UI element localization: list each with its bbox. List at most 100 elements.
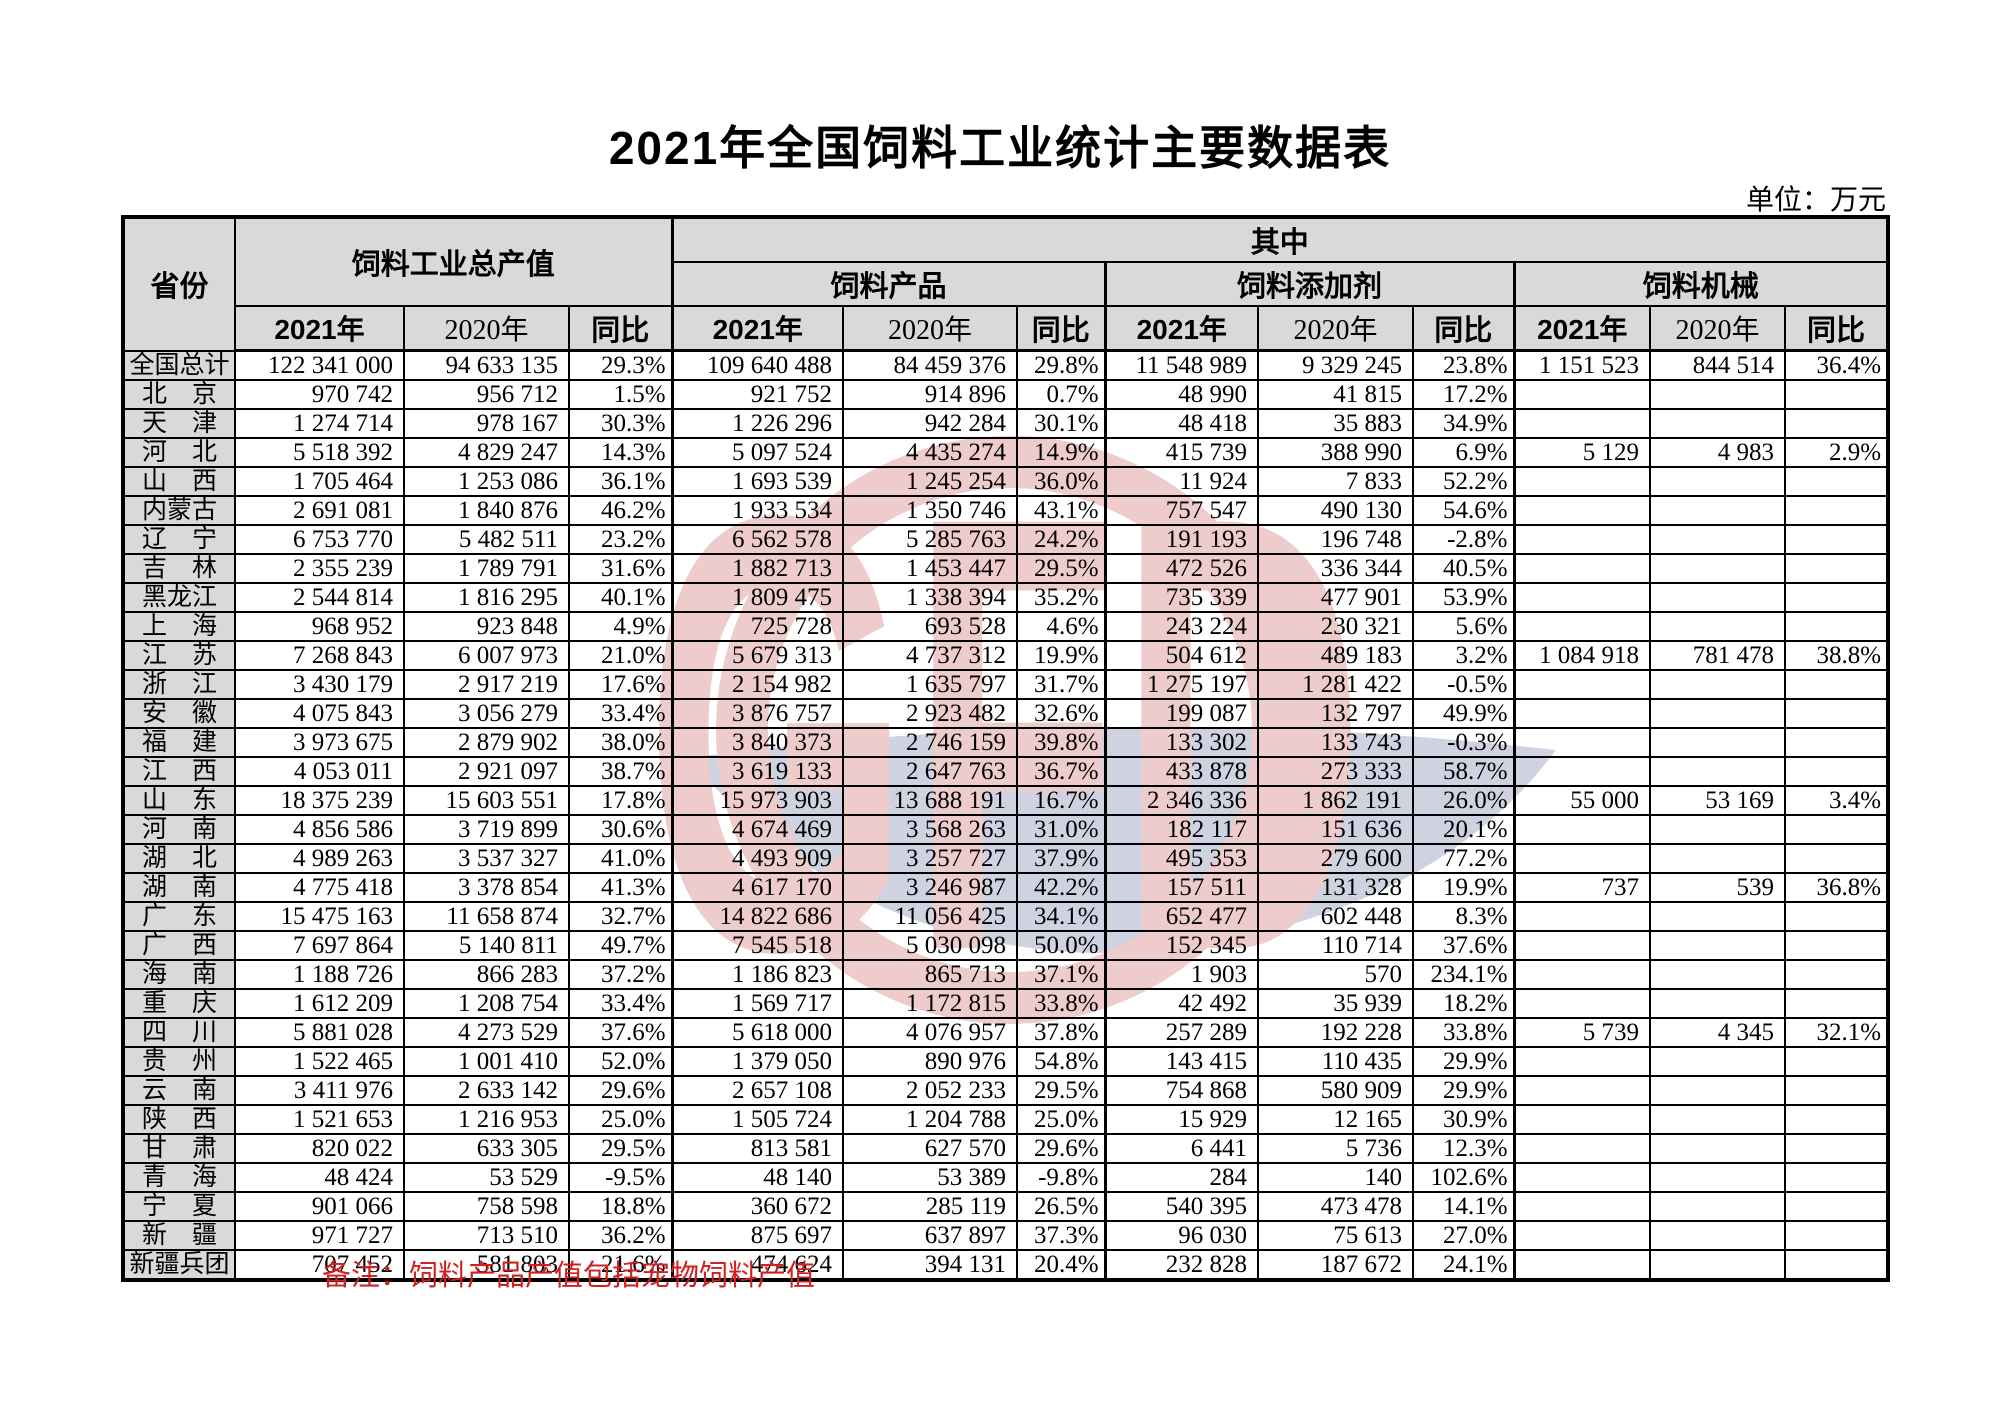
value-cell: 257 289 <box>1103 1017 1260 1048</box>
yoy-cell: 35.2% <box>1016 582 1107 613</box>
value-cell <box>1649 930 1787 961</box>
value-cell <box>1512 698 1652 729</box>
yoy-cell <box>1784 379 1890 410</box>
yoy-cell: 2.9% <box>1784 437 1890 468</box>
yoy-cell: -2.8% <box>1412 524 1516 555</box>
yoy-cell: 21.6% <box>567 1249 674 1281</box>
yoy-cell: 18.8% <box>567 1191 674 1222</box>
yoy-cell: 14.1% <box>1412 1191 1516 1222</box>
value-cell: 230 321 <box>1257 611 1415 642</box>
table-row: 青 海 48 424 53 529 -9.5% 48 140 53 389 -9.8% 284… <box>122 1162 1890 1193</box>
yoy-cell: 21.0% <box>567 640 674 671</box>
yoy-cell: 40.1% <box>567 582 674 613</box>
value-cell: 1 789 791 <box>403 553 570 584</box>
value-cell: 3 056 279 <box>403 698 570 729</box>
yoy-cell: 32.7% <box>567 901 674 932</box>
yoy-cell: 37.8% <box>1016 1017 1107 1048</box>
value-cell: 5 881 028 <box>234 1017 405 1048</box>
yoy-cell: 17.6% <box>567 669 674 700</box>
value-cell: 41 815 <box>1257 379 1415 410</box>
yoy-cell <box>1784 495 1890 526</box>
value-cell <box>1512 1046 1652 1077</box>
value-cell: 132 797 <box>1257 698 1415 729</box>
value-cell: 968 952 <box>234 611 405 642</box>
yoy-cell: 34.9% <box>1412 408 1516 439</box>
yoy-cell <box>1784 901 1890 932</box>
value-cell: 133 743 <box>1257 727 1415 758</box>
province-cell: 新 疆 <box>122 1220 236 1251</box>
value-cell: 725 728 <box>670 611 845 642</box>
yoy-cell: 36.0% <box>1016 466 1107 497</box>
value-cell: 48 424 <box>234 1162 405 1193</box>
header-year-2021: 2021年 <box>1103 305 1260 352</box>
province-cell: 吉 林 <box>122 553 236 584</box>
header-row-years: 2021年 2020年 同比 2021年 2020年 同比 2021年 2020… <box>123 305 1890 352</box>
value-cell <box>1512 466 1652 497</box>
value-cell: 12 165 <box>1257 1104 1415 1135</box>
province-cell: 重 庆 <box>122 988 236 1019</box>
value-cell: 48 990 <box>1103 379 1260 410</box>
value-cell: 3 719 899 <box>403 814 570 845</box>
yoy-cell: -9.8% <box>1016 1162 1107 1193</box>
value-cell <box>1512 1191 1652 1222</box>
yoy-cell: 29.5% <box>1016 553 1107 584</box>
value-cell: 5 679 313 <box>670 640 845 671</box>
value-cell <box>1512 553 1652 584</box>
value-cell: 110 714 <box>1257 930 1415 961</box>
value-cell: 3 257 727 <box>842 843 1019 874</box>
yoy-cell: 25.0% <box>567 1104 674 1135</box>
value-cell: 758 598 <box>403 1191 570 1222</box>
yoy-cell: 38.8% <box>1784 640 1890 671</box>
province-cell: 江 西 <box>122 756 236 787</box>
value-cell: 1 809 475 <box>670 582 845 613</box>
province-cell: 四 川 <box>122 1017 236 1048</box>
yoy-cell: 25.0% <box>1016 1104 1107 1135</box>
yoy-cell <box>1784 1104 1890 1135</box>
yoy-cell: 29.6% <box>567 1075 674 1106</box>
value-cell: 3 378 854 <box>403 872 570 903</box>
yoy-cell: 20.4% <box>1016 1249 1107 1281</box>
province-cell: 广 东 <box>122 901 236 932</box>
value-cell: 3 568 263 <box>842 814 1019 845</box>
table-row: 宁 夏 901 066 758 598 18.8% 360 672 285 119 26.5… <box>122 1191 1890 1222</box>
yoy-cell: 8.3% <box>1412 901 1516 932</box>
value-cell: 273 333 <box>1257 756 1415 787</box>
value-cell <box>1512 843 1652 874</box>
yoy-cell: 30.3% <box>567 408 674 439</box>
value-cell: 901 066 <box>234 1191 405 1222</box>
value-cell <box>1649 1046 1787 1077</box>
header-year-2020: 2020年 <box>1257 305 1415 352</box>
yoy-cell: 30.6% <box>567 814 674 845</box>
value-cell: 232 828 <box>1103 1249 1260 1281</box>
header-year-2020: 2020年 <box>403 305 570 352</box>
value-cell: 627 570 <box>842 1133 1019 1164</box>
yoy-cell: -0.3% <box>1412 727 1516 758</box>
value-cell <box>1512 1220 1652 1251</box>
value-cell: 191 193 <box>1103 524 1260 555</box>
yoy-cell: 36.1% <box>567 466 674 497</box>
yoy-cell: 38.7% <box>567 756 674 787</box>
statistics-table-wrapper: 省份 饲料工业总产值 其中 饲料产品 饲料添加剂 饲料机械 2021年 2020… <box>121 215 1891 1282</box>
value-cell: 1 216 953 <box>403 1104 570 1135</box>
header-row-groups: 省份 饲料工业总产值 其中 <box>122 216 1890 352</box>
value-cell: 1 226 296 <box>670 408 845 439</box>
value-cell <box>1512 814 1652 845</box>
yoy-cell <box>1784 1191 1890 1222</box>
value-cell: 1 274 714 <box>234 408 405 439</box>
province-cell: 甘 肃 <box>122 1133 236 1164</box>
yoy-cell: 37.3% <box>1016 1220 1107 1251</box>
province-cell: 福 建 <box>122 727 236 758</box>
value-cell <box>1512 1104 1652 1135</box>
value-cell: 1 281 422 <box>1257 669 1415 700</box>
value-cell: 865 713 <box>842 959 1019 990</box>
value-cell: 140 <box>1257 1162 1415 1193</box>
statistics-table: 省份 饲料工业总产值 其中 饲料产品 饲料添加剂 饲料机械 2021年 2020… <box>121 215 1891 1282</box>
value-cell: 3 411 976 <box>234 1075 405 1106</box>
page-title: 2021年全国饲料工业统计主要数据表 <box>608 122 1392 174</box>
value-cell: 539 <box>1649 872 1787 903</box>
value-cell <box>1512 408 1652 439</box>
value-cell: 6 753 770 <box>234 524 405 555</box>
yoy-cell: 42.2% <box>1016 872 1107 903</box>
